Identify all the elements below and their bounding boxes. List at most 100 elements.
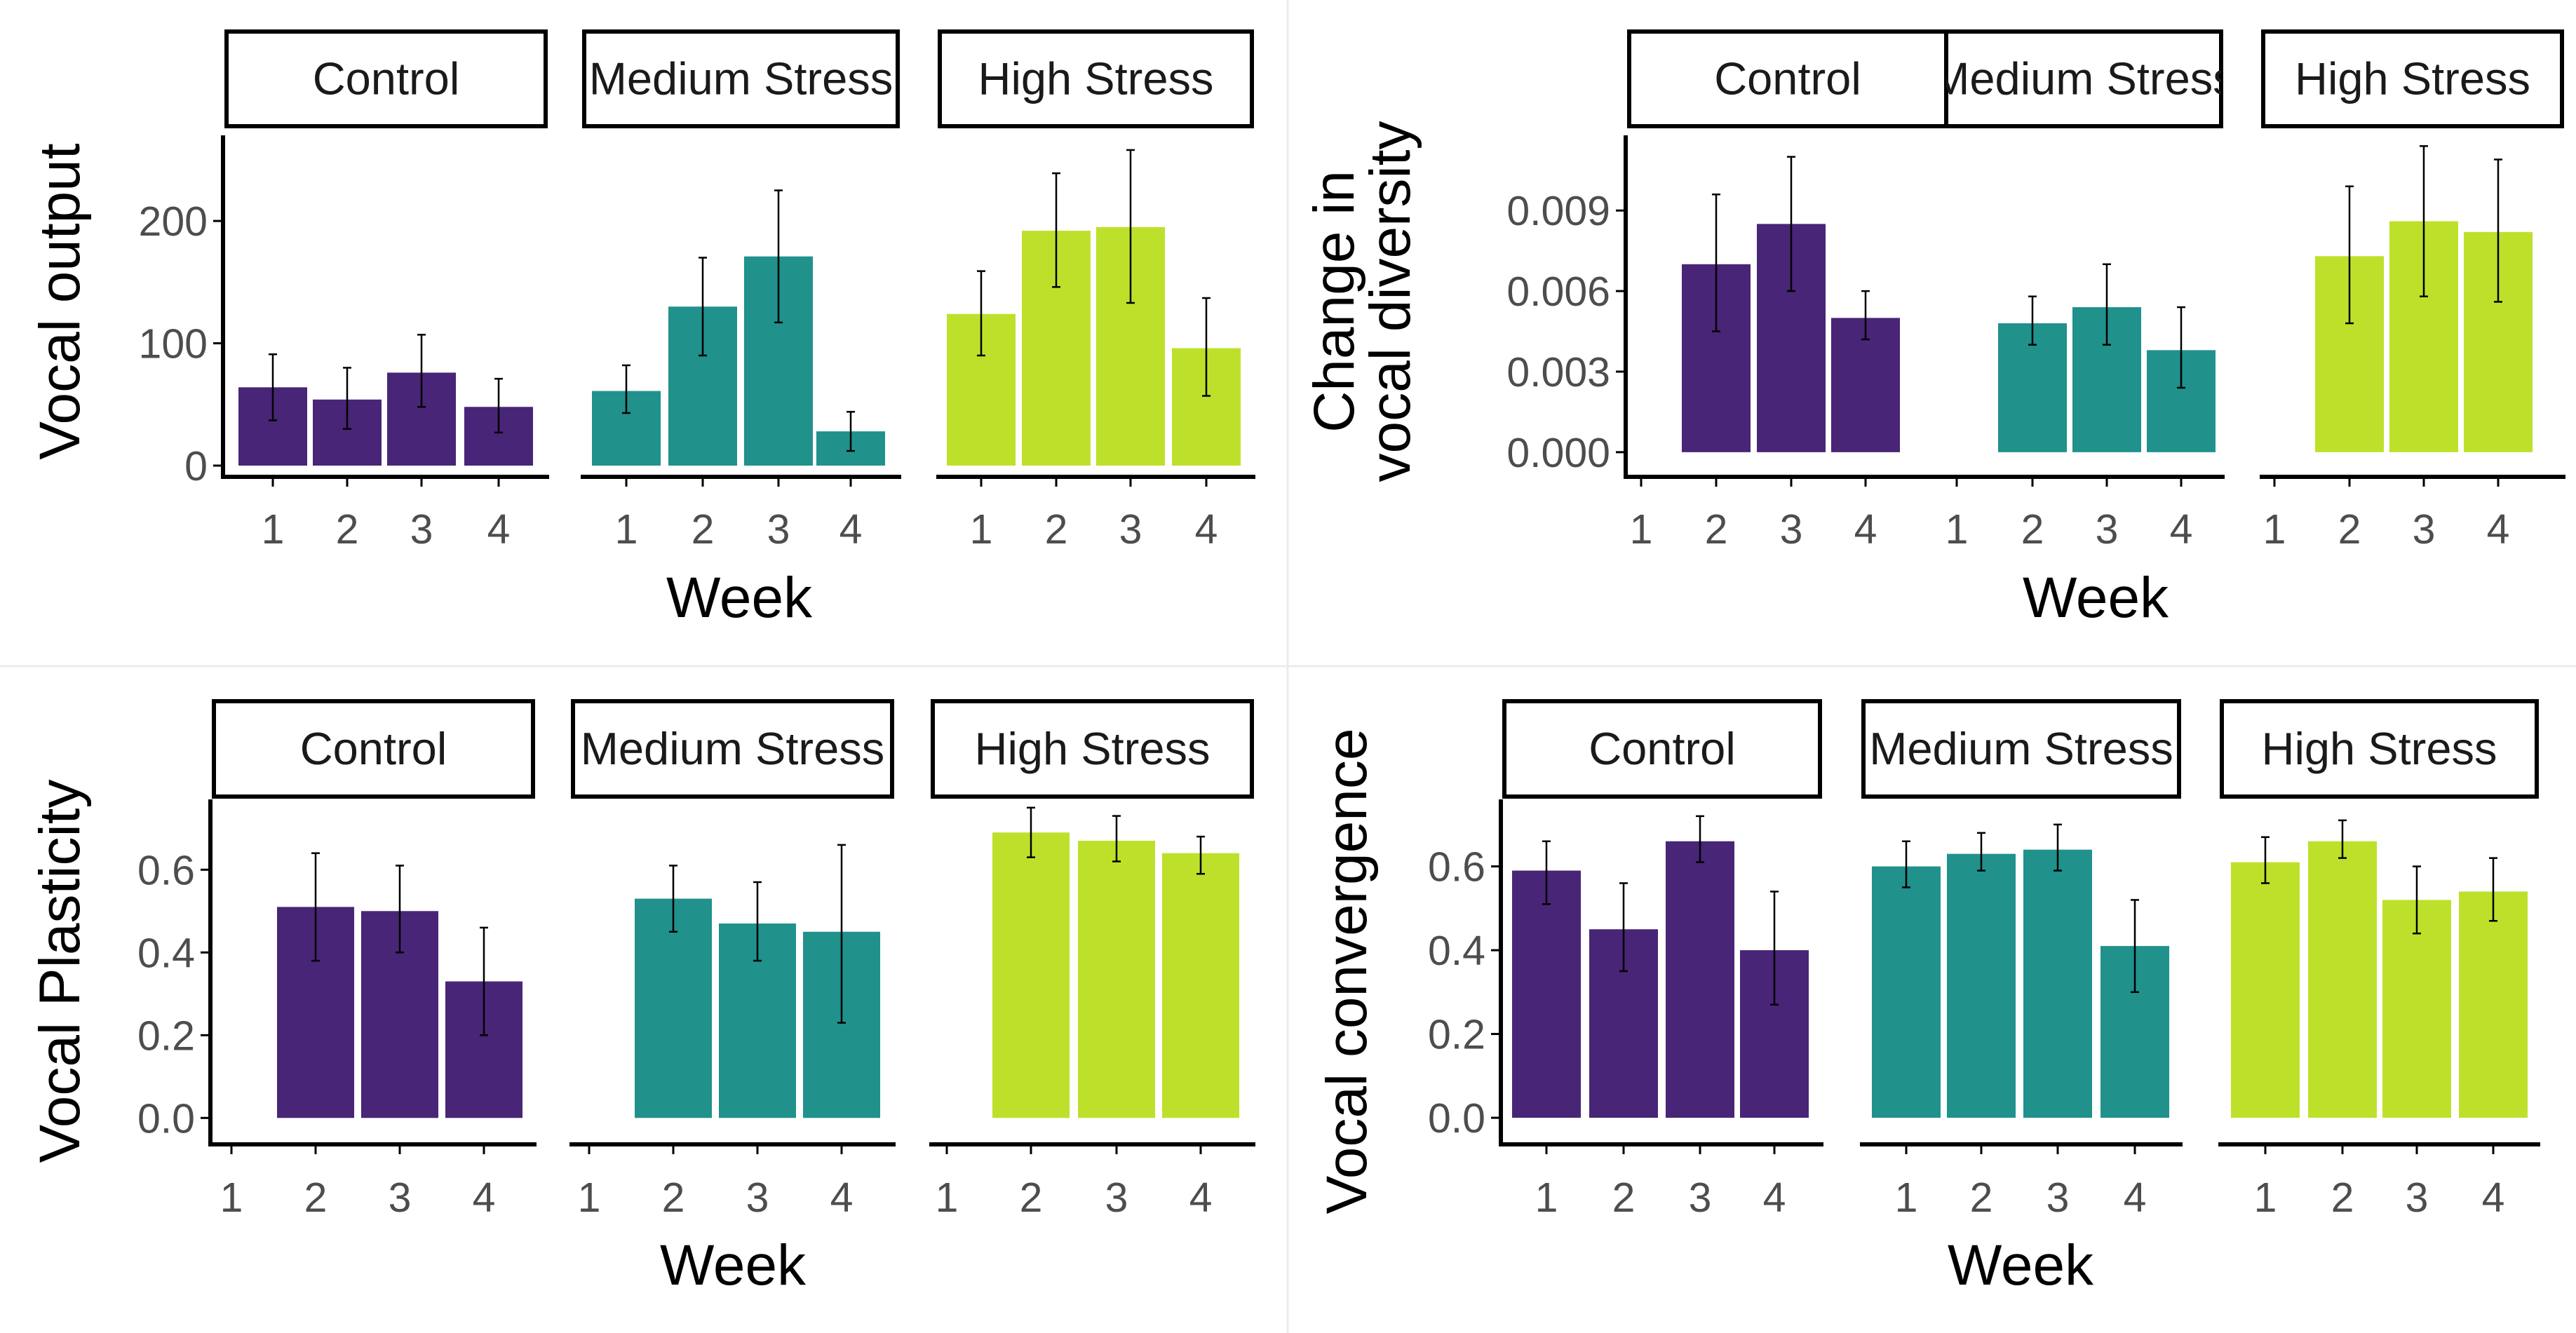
facet-strip: [582, 29, 900, 128]
facet-strip-label: Control: [1714, 53, 1861, 104]
x-tick-label: 2: [2338, 506, 2361, 553]
y-axis-title: Vocal convergence: [1315, 729, 1379, 1214]
x-axis-title: Week: [660, 1233, 807, 1297]
error-bar: [2494, 158, 2502, 303]
facet-high-stress: High Stress 1 2 3 4: [2218, 699, 2540, 1221]
x-tick-label: 4: [1195, 506, 1218, 553]
facet-strip: [931, 699, 1254, 799]
facet-strip-label: Control: [313, 53, 460, 104]
error-bar: [2054, 823, 2062, 872]
y-tick-label: 0.4: [137, 930, 195, 976]
facet-medium-stress: Medium Stress 1 2 3 4: [1860, 699, 2183, 1221]
error-bar: [1712, 193, 1720, 332]
error-bar: [480, 926, 488, 1036]
x-tick-label: 4: [1189, 1175, 1213, 1221]
facet-strip-label: High Stress: [2295, 53, 2530, 104]
error-bar: [269, 353, 277, 421]
x-tick-label: 1: [262, 506, 285, 553]
y-tick-label: 0.0: [137, 1095, 195, 1142]
x-tick-label: 3: [1105, 1175, 1128, 1221]
error-bar: [396, 865, 404, 954]
chart-vocal-plasticity: Control 1 2 3 4 Medium Stress 1 2 3 4 High Stress 1…: [28, 699, 1255, 1297]
x-tick-label: 4: [2482, 1175, 2505, 1221]
bar: [1512, 870, 1581, 1118]
error-bar: [1126, 149, 1135, 304]
error-bar: [2413, 865, 2421, 935]
facet-control: Control 1 2 3 4: [223, 29, 549, 553]
error-bar: [837, 844, 846, 1024]
error-bar: [1787, 156, 1795, 292]
error-bar: [1696, 815, 1704, 863]
facet-strip: [212, 699, 535, 799]
x-axis-title: Week: [666, 566, 813, 630]
error-bar: [2131, 899, 2139, 994]
error-bar: [2177, 306, 2185, 389]
chart-vocal-output: Control 1 2 3 4 Medium Stress 1 2 3 4 High Stress 1…: [28, 29, 1255, 630]
bar: [1831, 318, 1900, 452]
bar: [2231, 862, 2300, 1118]
bar: [1947, 853, 2016, 1118]
error-bar: [417, 334, 426, 408]
x-tick-label: 1: [578, 1175, 601, 1221]
facet-strip-label: High Stress: [978, 53, 1214, 104]
y-tick-label: 0: [184, 443, 208, 489]
y-tick-label: 0.003: [1506, 349, 1610, 395]
x-tick-label: 4: [839, 506, 863, 553]
facet-strip: [2220, 699, 2539, 799]
facet-strip-label: Control: [1589, 723, 1736, 774]
x-tick-label: 4: [473, 1175, 496, 1221]
x-tick-label: 3: [1780, 506, 1803, 553]
x-axis-title: Week: [2023, 566, 2169, 630]
x-tick-label: 2: [1045, 506, 1068, 553]
facet-control: Control 1 2 3 4: [210, 699, 537, 1221]
error-bar: [2338, 819, 2347, 859]
x-tick-label: 3: [1689, 1175, 1712, 1221]
facet-medium-stress: Medium Stress 1 2 3 4: [1943, 29, 2225, 553]
x-tick-label: 3: [2046, 1175, 2070, 1221]
error-bar: [774, 189, 783, 324]
error-bar: [343, 367, 351, 430]
y-tick-label: 0.006: [1506, 269, 1610, 315]
x-tick-label: 4: [2124, 1175, 2147, 1221]
facet-strip-label: High Stress: [975, 723, 1211, 774]
facet-strip: [571, 699, 894, 799]
error-bar: [1112, 815, 1121, 862]
error-bar: [1977, 832, 1985, 872]
error-bar: [1861, 290, 1870, 341]
facet-strip-label: Medium Stress: [589, 53, 893, 104]
x-tick-label: 2: [692, 506, 715, 553]
y-axis-title: Vocal Plasticity: [28, 780, 92, 1163]
x-tick-label: 1: [1946, 506, 1969, 553]
facet-high-stress: High Stress 1 2 3 4: [2260, 29, 2565, 553]
x-tick-label: 4: [2170, 506, 2193, 553]
y-axis-title: Change invocal diversity: [1302, 121, 1422, 482]
error-bar: [2489, 857, 2497, 922]
facet-medium-stress: Medium Stress 1 2 3 4: [569, 699, 896, 1221]
x-tick-label: 2: [1705, 506, 1728, 553]
x-tick-label: 3: [2096, 506, 2119, 553]
x-tick-label: 1: [1630, 506, 1653, 553]
y-tick-label: 100: [139, 321, 208, 367]
error-bar: [669, 865, 677, 933]
facet-strip-label: Medium Stress: [1869, 723, 2173, 774]
x-tick-label: 3: [1119, 506, 1142, 553]
facet-control: Control 1 2 3 4: [1501, 699, 1823, 1221]
x-tick-label: 1: [970, 506, 993, 553]
facet-strip: [1861, 699, 2181, 799]
facet-strip-label: Control: [300, 723, 447, 774]
error-bar: [753, 881, 762, 962]
bar: [2308, 841, 2377, 1118]
y-axis-title: Vocal output: [28, 143, 92, 460]
facet-high-stress: High Stress 1 2 3 4: [929, 699, 1255, 1221]
y-tick-label: 0.009: [1506, 188, 1610, 234]
facet-strip: [2261, 29, 2564, 128]
bar: [1666, 841, 1734, 1118]
x-tick-label: 3: [2406, 1175, 2429, 1221]
chart-vocal-convergence: Control 1 2 3 4 Medium Stress 1 2 3 4 High Stress 1…: [1315, 699, 2540, 1297]
bar: [1872, 866, 1941, 1118]
bar: [2459, 891, 2528, 1118]
x-tick-label: 1: [220, 1175, 243, 1221]
error-bar: [2028, 295, 2037, 346]
y-tick-label: 0.2: [1428, 1012, 1485, 1058]
